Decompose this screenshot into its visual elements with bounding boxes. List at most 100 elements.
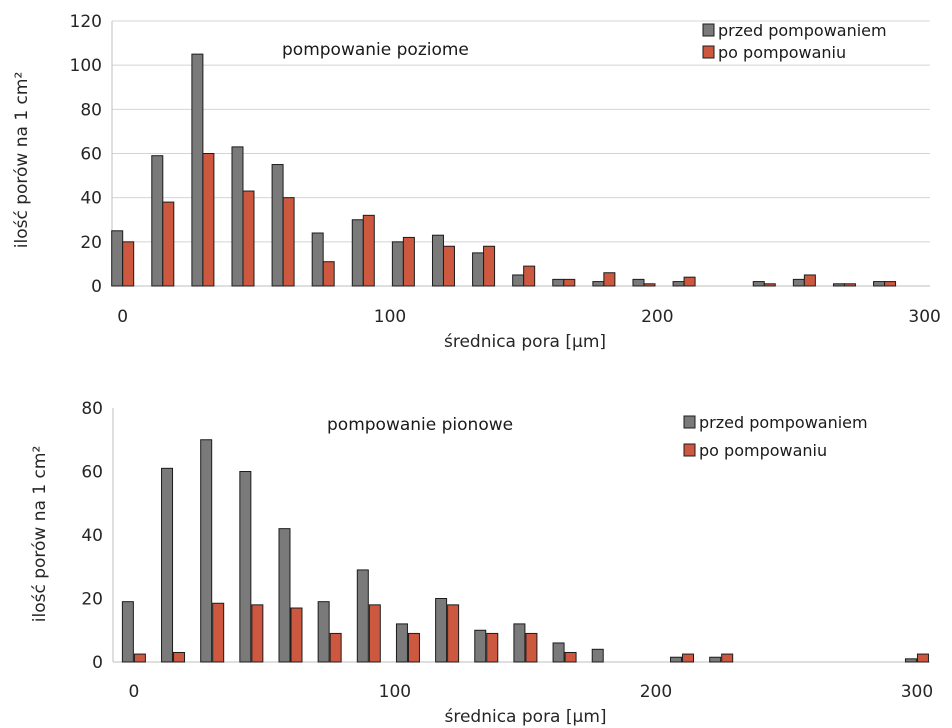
x-tick-label: 300 xyxy=(901,682,933,702)
chart-title: pompowanie pionowe xyxy=(327,415,513,435)
bar-po-pompowaniu xyxy=(486,632,499,663)
bar-przed-pompowaniem xyxy=(709,656,722,663)
bar-przed-pompowaniem xyxy=(111,230,124,287)
x-tick-label: 0 xyxy=(128,682,139,702)
y-tick-label: 60 xyxy=(81,463,103,483)
bar-przed-pompowaniem xyxy=(311,232,324,287)
bar-po-pompowaniu xyxy=(402,236,415,287)
bar-po-pompowaniu xyxy=(803,274,816,287)
y-axis-label: ilość porów na 1 cm² xyxy=(30,446,50,623)
x-axis-label: średnica pora [µm] xyxy=(444,707,606,727)
bar-po-pompowaniu xyxy=(282,197,295,287)
legend-swatch xyxy=(683,443,696,457)
bar-po-pompowaniu xyxy=(290,607,303,663)
legend-swatch xyxy=(702,23,715,37)
legend-swatch xyxy=(702,45,715,59)
chart-title: pompowanie poziome xyxy=(282,40,469,60)
bar-po-pompowaniu xyxy=(133,653,146,663)
bar-po-pompowaniu xyxy=(916,653,929,663)
bar-po-pompowaniu xyxy=(173,651,186,663)
bar-po-pompowaniu xyxy=(447,604,460,663)
bar-przed-pompowaniem xyxy=(278,528,291,663)
x-tick-label: 100 xyxy=(374,307,406,327)
bar-przed-pompowaniem xyxy=(121,601,134,663)
bar-przed-pompowaniem xyxy=(474,629,487,663)
chart-pompowanie-pionowe: 0 20 40 60 80 0 100 200 300 pompowanie pionowe prz… xyxy=(30,399,933,727)
bar-przed-pompowaniem xyxy=(752,281,765,287)
bar-przed-pompowaniem xyxy=(200,439,213,663)
y-tick-label: 120 xyxy=(70,12,102,32)
legend-label: przed pompowaniem xyxy=(699,413,868,432)
bar-przed-pompowaniem xyxy=(672,281,685,287)
bar-przed-pompowaniem xyxy=(239,471,252,663)
legend-label: po pompowaniu xyxy=(718,43,846,62)
bar-przed-pompowaniem xyxy=(591,648,604,663)
bar-po-pompowaniu xyxy=(362,214,375,287)
bar-przed-pompowaniem xyxy=(552,278,565,287)
y-tick-label: 0 xyxy=(91,277,102,297)
legend-label: przed pompowaniem xyxy=(718,21,887,40)
bar-po-pompowaniu xyxy=(368,604,381,663)
bar-przed-pompowaniem xyxy=(435,598,448,663)
y-tick-label: 40 xyxy=(80,189,102,209)
bar-po-pompowaniu xyxy=(251,604,264,663)
bar-po-pompowaniu xyxy=(884,281,897,287)
bar-po-pompowaniu xyxy=(162,201,175,287)
x-tick-label: 100 xyxy=(379,682,411,702)
x-axis-label: średnica pora [µm] xyxy=(444,332,606,352)
bar-po-pompowaniu xyxy=(329,632,342,663)
bar-po-pompowaniu xyxy=(563,278,576,287)
bar-po-pompowaniu xyxy=(643,283,656,287)
bar-po-pompowaniu xyxy=(843,283,856,287)
legend-label: po pompowaniu xyxy=(699,441,827,460)
bar-przed-pompowaniem xyxy=(592,281,605,287)
y-axis-label: ilość porów na 1 cm² xyxy=(12,72,32,249)
y-tick-label: 80 xyxy=(81,399,103,419)
bar-przed-pompowaniem xyxy=(552,642,565,663)
bar-po-pompowaniu xyxy=(564,651,577,663)
y-tick-label: 100 xyxy=(70,56,102,76)
bar-przed-pompowaniem xyxy=(904,658,917,663)
bar-po-pompowaniu xyxy=(322,261,335,287)
y-tick-label: 20 xyxy=(80,233,102,253)
bar-po-pompowaniu xyxy=(523,265,536,287)
x-tick-label: 300 xyxy=(908,307,940,327)
bar-przed-pompowaniem xyxy=(792,278,805,287)
x-tick-label: 200 xyxy=(641,307,673,327)
bar-przed-pompowaniem xyxy=(395,623,408,663)
y-tick-label: 40 xyxy=(81,526,103,546)
bar-po-pompowaniu xyxy=(525,632,538,663)
bar-po-pompowaniu xyxy=(442,245,455,287)
y-tick-label: 60 xyxy=(80,145,102,165)
bar-przed-pompowaniem xyxy=(231,146,244,287)
bar-po-pompowaniu xyxy=(202,153,215,287)
bar-przed-pompowaniem xyxy=(191,53,204,287)
bar-przed-pompowaniem xyxy=(832,283,845,287)
bar-przed-pompowaniem xyxy=(151,155,164,287)
bar-przed-pompowaniem xyxy=(271,164,284,287)
bar-po-pompowaniu xyxy=(483,245,496,287)
x-tick-label: 200 xyxy=(640,682,672,702)
bar-po-pompowaniu xyxy=(683,276,696,287)
bar-przed-pompowaniem xyxy=(351,219,364,287)
bar-przed-pompowaniem xyxy=(431,234,444,287)
bar-po-pompowaniu xyxy=(721,653,734,663)
bar-po-pompowaniu xyxy=(122,241,135,287)
bar-przed-pompowaniem xyxy=(873,281,886,287)
bar-po-pompowaniu xyxy=(212,602,225,663)
bar-po-pompowaniu xyxy=(407,632,420,663)
bar-przed-pompowaniem xyxy=(632,278,645,287)
bar-po-pompowaniu xyxy=(603,272,616,287)
y-tick-label: 20 xyxy=(81,590,103,610)
bar-po-pompowaniu xyxy=(763,283,776,287)
x-tick-label: 0 xyxy=(117,307,128,327)
bar-przed-pompowaniem xyxy=(317,601,330,663)
legend-swatch xyxy=(683,415,696,429)
y-tick-label: 0 xyxy=(92,653,103,673)
bar-przed-pompowaniem xyxy=(512,274,525,287)
bar-przed-pompowaniem xyxy=(161,467,174,663)
bar-przed-pompowaniem xyxy=(513,623,526,663)
bar-przed-pompowaniem xyxy=(472,252,485,287)
bar-przed-pompowaniem xyxy=(356,569,369,663)
